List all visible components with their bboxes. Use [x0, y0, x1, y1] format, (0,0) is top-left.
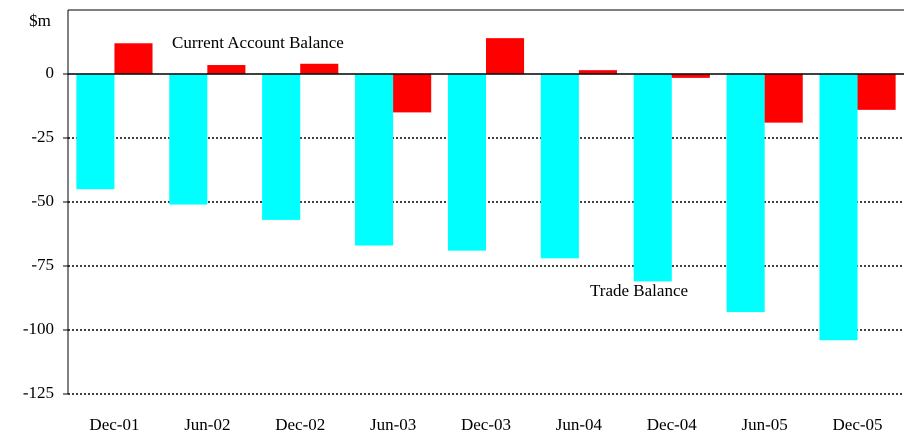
bar [393, 74, 432, 113]
y-axis-label: $m [29, 11, 51, 30]
bar [857, 74, 896, 110]
bar [355, 74, 394, 246]
bar [726, 74, 765, 313]
bar [633, 74, 672, 282]
y-tick-label: -75 [31, 255, 54, 274]
bar [819, 74, 858, 341]
bar [671, 74, 710, 78]
y-tick-label: 0 [46, 63, 55, 82]
x-tick-label: Dec-02 [275, 415, 325, 434]
x-tick-label: Dec-05 [833, 415, 883, 434]
bar [169, 74, 208, 205]
bar [262, 74, 301, 220]
bar [486, 38, 525, 74]
x-tick-label: Dec-04 [647, 415, 698, 434]
bar [764, 74, 803, 123]
y-tick-label: -50 [31, 191, 54, 210]
x-tick-label: Jun-02 [184, 415, 230, 434]
bar [578, 70, 617, 74]
series-annotation: Trade Balance [590, 281, 688, 300]
bar [114, 43, 153, 74]
bar [540, 74, 579, 259]
bar [207, 65, 246, 74]
y-tick-label: -25 [31, 127, 54, 146]
x-tick-label: Dec-03 [461, 415, 511, 434]
y-tick-label: -125 [23, 383, 54, 402]
x-tick-label: Jun-04 [556, 415, 603, 434]
y-tick-label: -100 [23, 319, 54, 338]
bar [447, 74, 486, 251]
series-annotation: Current Account Balance [172, 33, 344, 52]
bar [300, 63, 339, 74]
x-tick-label: Jun-05 [742, 415, 788, 434]
bar [76, 74, 115, 190]
x-tick-label: Jun-03 [370, 415, 416, 434]
x-tick-label: Dec-01 [89, 415, 139, 434]
